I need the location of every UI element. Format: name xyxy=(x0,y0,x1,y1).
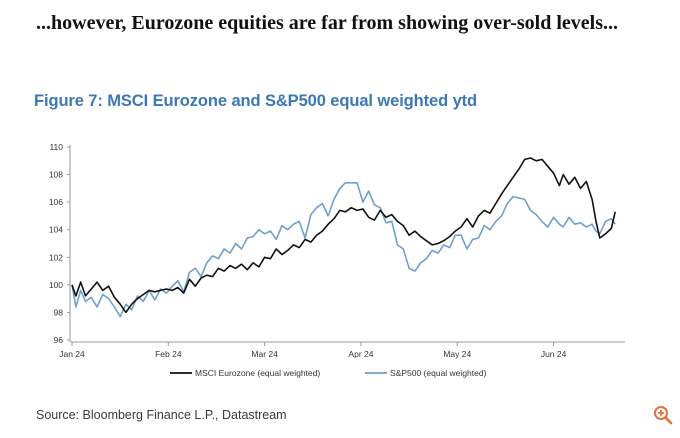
legend: MSCI Eurozone (equal weighted) S&P500 (eq… xyxy=(170,368,487,378)
x-tick-label: May 24 xyxy=(443,349,471,359)
y-tick-label: 96 xyxy=(54,335,64,345)
y-tick-label: 106 xyxy=(49,197,63,207)
series-line xyxy=(71,182,616,318)
x-tick-label: Jun 24 xyxy=(541,349,567,359)
y-tick-label: 110 xyxy=(49,142,63,152)
series-line xyxy=(71,157,616,314)
series-lines xyxy=(71,157,616,318)
figure-title: Figure 7: MSCI Eurozone and S&P500 equal… xyxy=(34,92,478,110)
x-tick-label: Mar 24 xyxy=(251,349,278,359)
x-tick-label: Apr 24 xyxy=(348,349,373,359)
zoom-in-glyph xyxy=(654,406,673,425)
y-tick-label: 98 xyxy=(54,307,64,317)
y-tick-label: 102 xyxy=(49,252,63,262)
y-axis-ticks: 96 98 100 102 104 106 108 110 xyxy=(49,142,70,345)
legend-label: MSCI Eurozone (equal weighted) xyxy=(195,368,320,378)
headline: ...however, Eurozone equities are far fr… xyxy=(36,12,618,34)
y-tick-label: 104 xyxy=(49,225,63,235)
legend-label: S&P500 (equal weighted) xyxy=(390,368,487,378)
y-tick-label: 108 xyxy=(49,170,63,180)
x-axis-ticks: Jan 24 Feb 24 Mar 24 Apr 24 May 24 Jun 24 xyxy=(59,342,567,359)
y-tick-label: 100 xyxy=(49,280,63,290)
source-note: Source: Bloomberg Finance L.P., Datastre… xyxy=(36,408,287,422)
x-tick-label: Feb 24 xyxy=(155,349,182,359)
x-tick-label: Jan 24 xyxy=(59,349,85,359)
zoom-in-icon[interactable] xyxy=(652,404,674,426)
